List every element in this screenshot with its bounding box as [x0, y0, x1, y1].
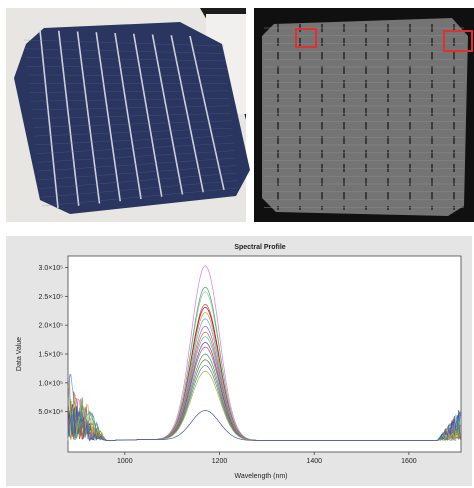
finger-line	[41, 180, 238, 198]
finger-line	[30, 98, 230, 102]
finger-line	[26, 66, 227, 69]
right-photo-electroluminescence	[254, 8, 474, 222]
highlight-box-1	[295, 28, 317, 48]
y-axis-label: Data Value	[16, 337, 23, 371]
chart-title: Spectral Profile	[234, 244, 285, 251]
y-tick-label: 1.5×10⁵	[38, 352, 63, 359]
finger-line	[41, 187, 239, 207]
plot-area	[67, 255, 462, 453]
highlight-box-2	[443, 30, 473, 52]
x-tick-label: 1400	[306, 458, 322, 465]
y-tick-label: 2.5×10⁵	[38, 294, 63, 301]
y-tick-label: 2.0×10⁵	[38, 323, 63, 330]
finger-line	[24, 48, 225, 54]
busbar	[189, 35, 225, 191]
finger-line	[25, 57, 226, 62]
busbar	[170, 35, 205, 193]
finger-line	[38, 157, 236, 172]
finger-line	[29, 90, 229, 93]
x-tick-label: 1000	[117, 458, 133, 465]
busbar	[76, 31, 101, 204]
series-group	[67, 265, 461, 442]
finger-line	[23, 39, 225, 47]
busbar	[151, 34, 184, 195]
busbar	[39, 29, 59, 209]
series-line	[67, 408, 461, 442]
x-axis-label: Wavelength (nm)	[234, 473, 287, 480]
finger-line	[40, 172, 237, 189]
el-cell	[262, 18, 468, 216]
finger-line	[39, 165, 236, 180]
finger-line	[32, 113, 231, 119]
y-tick-label: 3.0×10⁵	[38, 265, 63, 272]
solar-cell	[14, 22, 250, 214]
left-photo-solar-cell	[6, 8, 250, 222]
finger-line	[27, 74, 227, 77]
x-tick-label: 1600	[401, 458, 417, 465]
finger-line	[36, 142, 234, 154]
busbar	[57, 30, 80, 206]
finger-line	[35, 135, 233, 146]
y-tick-label: 1.0×10⁵	[38, 380, 63, 387]
busbar	[132, 33, 163, 197]
photo-panel	[6, 8, 474, 222]
y-tick-label: 5.0×10⁴	[38, 409, 63, 416]
finger-line	[33, 120, 232, 128]
x-tick-label: 1200	[212, 458, 228, 465]
finger-line	[37, 150, 235, 163]
finger-line	[34, 128, 233, 137]
finger-line	[31, 105, 230, 111]
